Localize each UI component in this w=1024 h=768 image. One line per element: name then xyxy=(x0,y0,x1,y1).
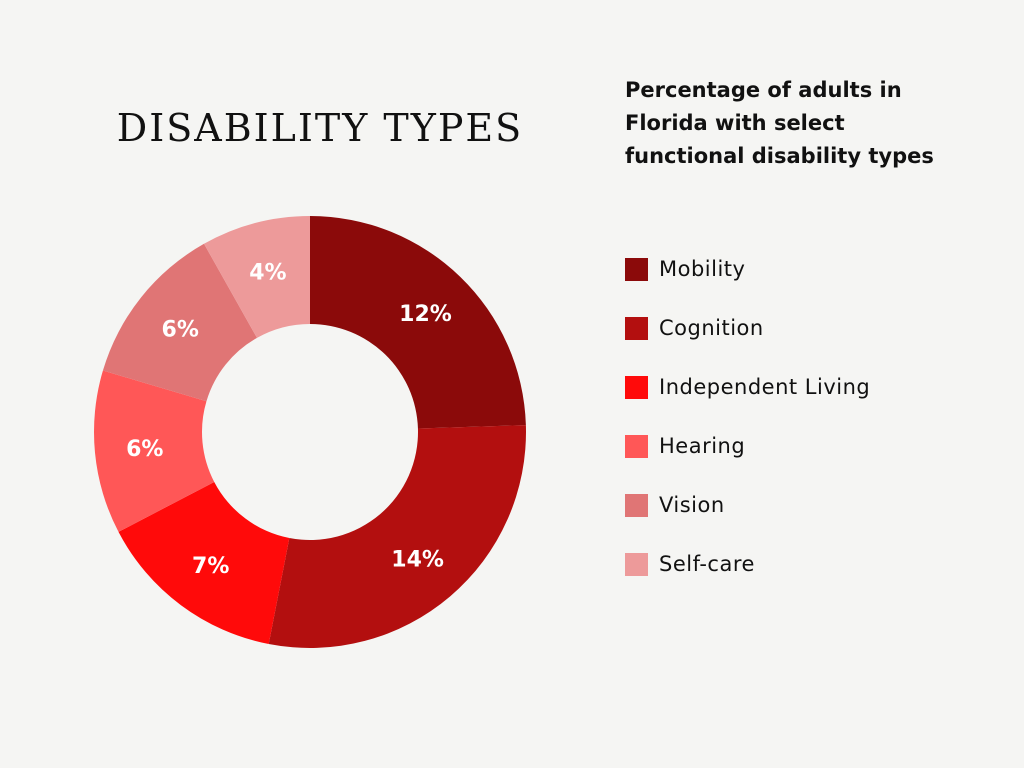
legend-item: Hearing xyxy=(625,435,870,494)
legend-item: Self-care xyxy=(625,553,870,612)
chart-subtitle: Percentage of adults in Florida with sel… xyxy=(625,78,934,168)
slice-independent-living xyxy=(118,481,290,645)
legend-label: Mobility xyxy=(659,257,746,281)
legend-item: Mobility xyxy=(625,258,870,317)
legend-swatch xyxy=(625,553,648,576)
legend-swatch xyxy=(625,258,648,281)
slice-label: 14% xyxy=(391,547,444,572)
legend-swatch xyxy=(625,317,648,340)
slice-label: 4% xyxy=(249,260,286,285)
legend-swatch xyxy=(625,494,648,517)
legend-item: Independent Living xyxy=(625,376,870,435)
legend-label: Self-care xyxy=(659,552,755,576)
legend-label: Cognition xyxy=(659,316,764,340)
legend-label: Independent Living xyxy=(659,375,871,399)
slice-cognition xyxy=(268,425,526,648)
legend-swatch xyxy=(625,376,648,399)
slice-vision xyxy=(102,243,258,402)
slice-label: 6% xyxy=(126,437,163,462)
legend-label: Hearing xyxy=(659,434,746,458)
slice-self-care xyxy=(204,216,310,338)
legend: Mobility Cognition Independent Living Heari… xyxy=(625,258,870,612)
slice-label: 6% xyxy=(162,318,199,343)
chart-title: DISABILITY TYPES xyxy=(116,106,524,150)
legend-swatch xyxy=(625,435,648,458)
slice-mobility xyxy=(310,216,526,429)
slice-label: 12% xyxy=(399,302,452,327)
slice-hearing xyxy=(94,370,215,532)
slice-label: 7% xyxy=(192,554,229,579)
legend-item: Cognition xyxy=(625,317,870,376)
legend-item: Vision xyxy=(625,494,870,553)
legend-label: Vision xyxy=(659,493,725,517)
